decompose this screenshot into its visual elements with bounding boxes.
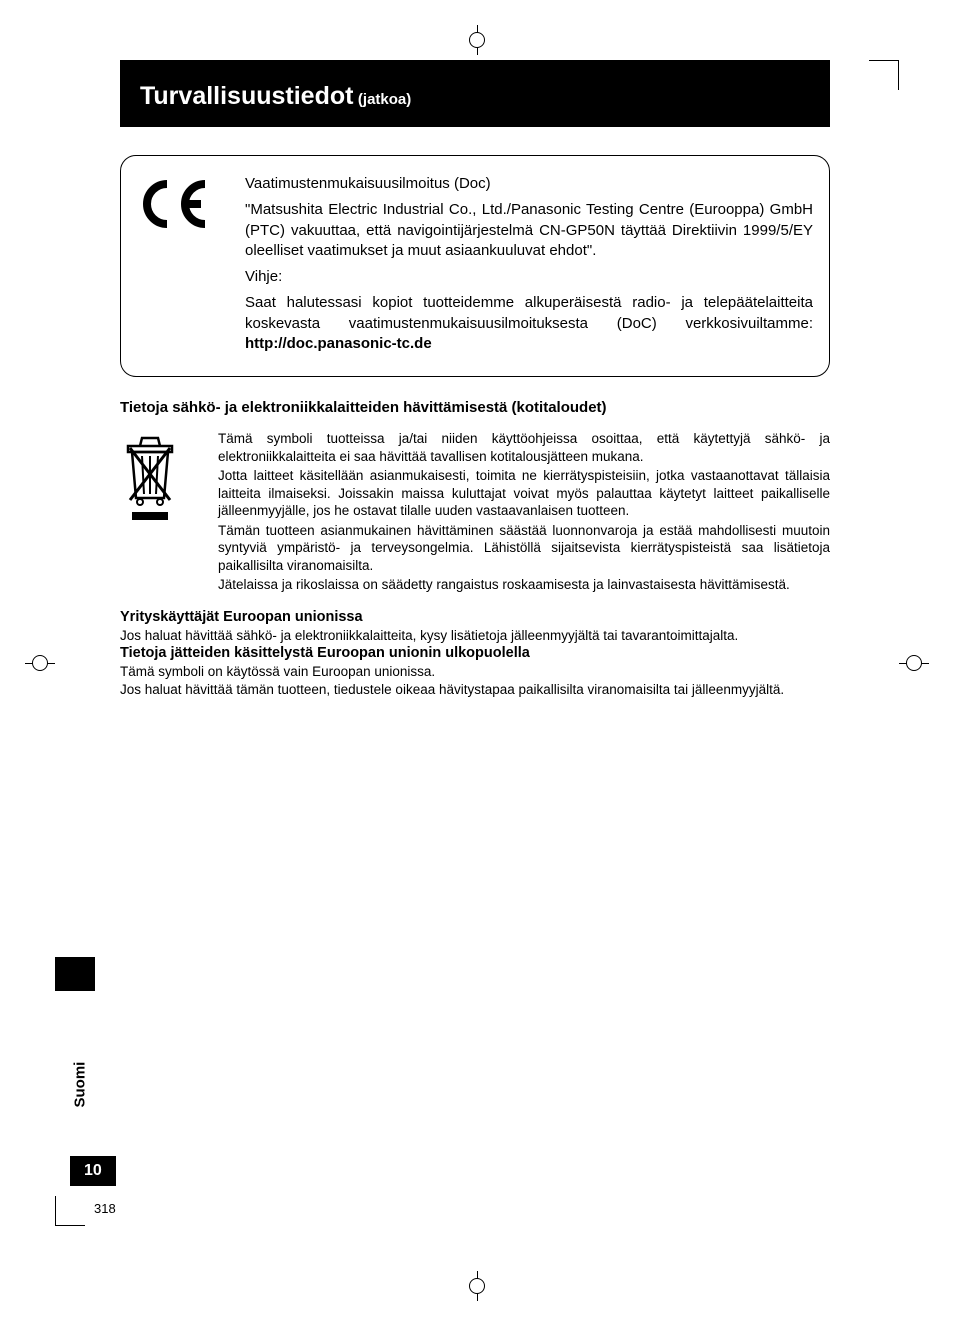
crop-mark-top bbox=[462, 25, 492, 55]
weee-p4: Jätelaissa ja rikoslaissa on säädetty ra… bbox=[218, 576, 830, 594]
footer-page-number: 318 bbox=[94, 1201, 116, 1216]
weee-bin-icon bbox=[120, 430, 188, 525]
outside-eu-heading: Tietoja jätteiden käsittelystä Euroopan … bbox=[120, 644, 830, 663]
corner-mark-bottom-left bbox=[55, 1186, 95, 1226]
language-label: Suomi bbox=[72, 1062, 89, 1108]
crop-mark-bottom bbox=[462, 1271, 492, 1301]
crop-mark-left bbox=[25, 648, 55, 678]
page-content: Turvallisuustiedot (jatkoa) Vaatimustenm… bbox=[120, 60, 830, 698]
outside-eu-p1: Tämä symboli on käytössä vain Euroopan u… bbox=[120, 664, 435, 679]
section-title-continuation: (jatkoa) bbox=[358, 91, 411, 108]
hint-label: Vihje: bbox=[245, 267, 813, 287]
section-header: Turvallisuustiedot (jatkoa) bbox=[120, 60, 830, 127]
section-title: Turvallisuustiedot bbox=[140, 82, 353, 110]
weee-p3: Tämän tuotteen asianmukainen hävittämine… bbox=[218, 522, 830, 575]
doc-body: "Matsushita Electric Industrial Co., Ltd… bbox=[245, 200, 813, 261]
page-number: 10 bbox=[70, 1156, 116, 1186]
corner-mark-top-right bbox=[859, 60, 899, 100]
ce-mark-icon bbox=[137, 174, 227, 245]
weee-p2: Jotta laitteet käsitellään asianmukaises… bbox=[218, 467, 830, 520]
outside-eu-p2: Jos haluat hävittää tämän tuotteen, tied… bbox=[120, 682, 784, 697]
weee-section: Tämä symboli tuotteissa ja/tai niiden kä… bbox=[120, 430, 830, 596]
crop-mark-right bbox=[899, 648, 929, 678]
side-index-tab bbox=[55, 957, 95, 991]
ce-declaration-box: Vaatimustenmukaisuusilmoitus (Doc) "Mats… bbox=[120, 155, 830, 377]
weee-body: Tämä symboli tuotteissa ja/tai niiden kä… bbox=[218, 430, 830, 596]
hint-body: Saat halutessasi kopiot tuotteidemme alk… bbox=[245, 293, 813, 354]
business-users-section: Yrityskäyttäjät Euroopan unionissa Jos h… bbox=[120, 608, 830, 698]
doc-heading: Vaatimustenmukaisuusilmoitus (Doc) bbox=[245, 174, 813, 194]
weee-p1: Tämä symboli tuotteissa ja/tai niiden kä… bbox=[218, 430, 830, 465]
ce-declaration-text: Vaatimustenmukaisuusilmoitus (Doc) "Mats… bbox=[245, 174, 813, 360]
business-body: Jos haluat hävittää sähkö- ja elektronii… bbox=[120, 628, 738, 643]
business-heading: Yrityskäyttäjät Euroopan unionissa bbox=[120, 608, 830, 627]
doc-url: http://doc.panasonic-tc.de bbox=[245, 335, 432, 352]
weee-heading: Tietoja sähkö- ja elektroniikkalaitteide… bbox=[120, 399, 830, 416]
